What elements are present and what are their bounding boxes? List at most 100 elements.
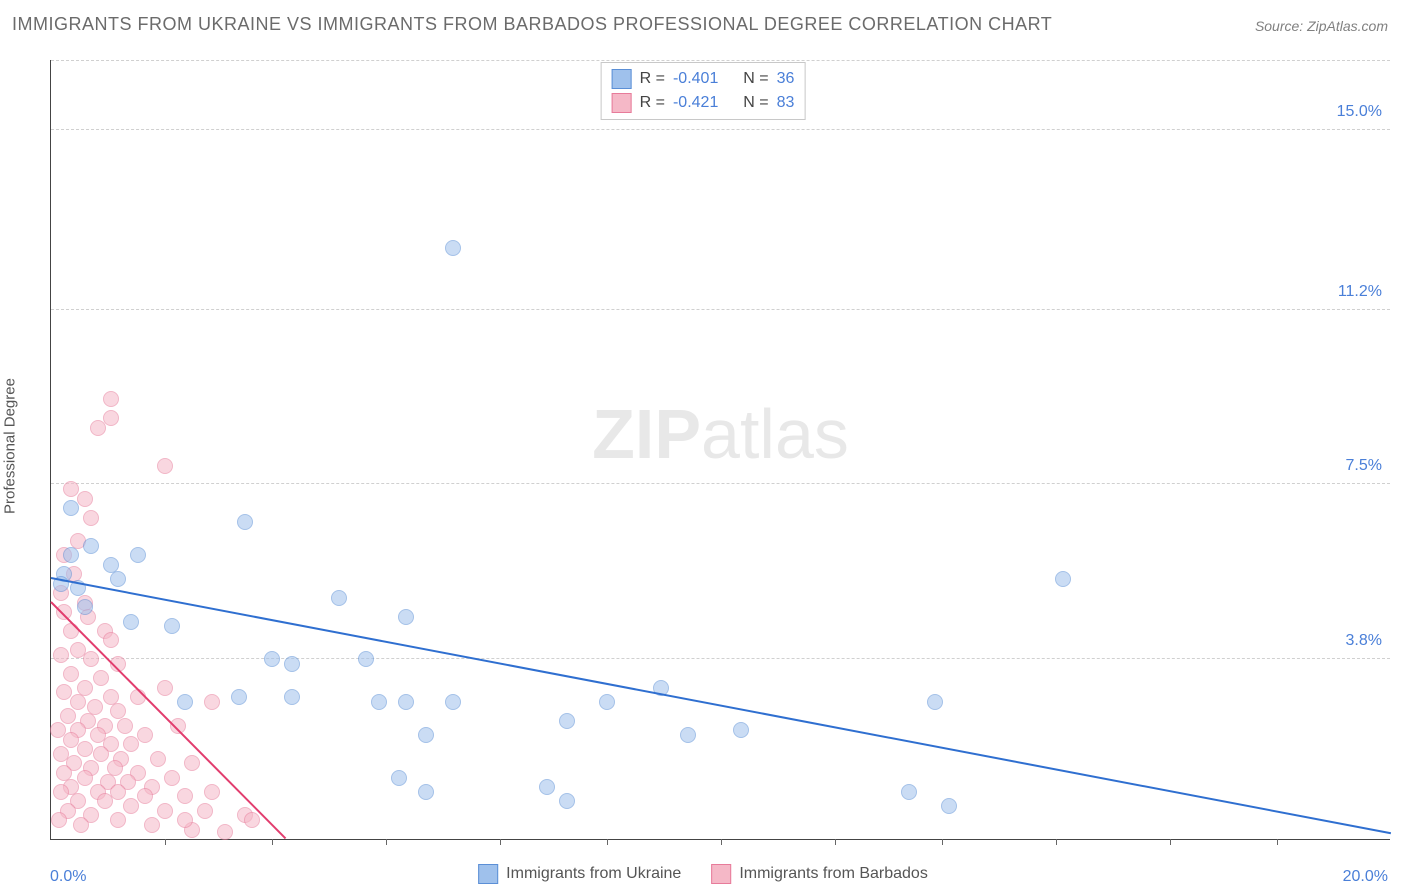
scatter-point-barbados [51, 812, 67, 828]
n-value-barbados: 83 [777, 94, 795, 112]
scatter-point-barbados [103, 632, 119, 648]
y-tick-label: 15.0% [1337, 103, 1382, 121]
scatter-point-barbados [137, 727, 153, 743]
scatter-point-barbados [103, 391, 119, 407]
scatter-point-ukraine [237, 514, 253, 530]
source-credit: Source: ZipAtlas.com [1255, 18, 1388, 34]
watermark-rest: atlas [701, 395, 849, 473]
grid-line [51, 309, 1390, 310]
r-label: R = [640, 70, 665, 88]
x-tick [1277, 839, 1278, 845]
scatter-point-ukraine [358, 651, 374, 667]
x-tick [607, 839, 608, 845]
x-tick [1170, 839, 1171, 845]
scatter-point-barbados [204, 784, 220, 800]
scatter-point-barbados [137, 788, 153, 804]
scatter-point-barbados [60, 708, 76, 724]
scatter-point-ukraine [559, 793, 575, 809]
chart-container: IMMIGRANTS FROM UKRAINE VS IMMIGRANTS FR… [0, 0, 1406, 892]
x-axis-min-label: 0.0% [50, 868, 86, 886]
scatter-point-ukraine [418, 784, 434, 800]
scatter-point-ukraine [927, 694, 943, 710]
r-label: R = [640, 94, 665, 112]
scatter-point-barbados [97, 793, 113, 809]
x-tick [942, 839, 943, 845]
scatter-point-barbados [150, 751, 166, 767]
scatter-point-barbados [157, 458, 173, 474]
scatter-point-barbados [123, 798, 139, 814]
scatter-point-ukraine [599, 694, 615, 710]
scatter-point-ukraine [680, 727, 696, 743]
grid-line [51, 658, 1390, 659]
x-tick [1056, 839, 1057, 845]
scatter-point-barbados [177, 812, 193, 828]
x-tick [165, 839, 166, 845]
scatter-point-barbados [63, 666, 79, 682]
scatter-point-ukraine [130, 547, 146, 563]
x-axis-max-label: 20.0% [1343, 868, 1388, 886]
grid-line [51, 483, 1390, 484]
scatter-point-ukraine [1055, 571, 1071, 587]
n-value-ukraine: 36 [777, 70, 795, 88]
scatter-point-ukraine [264, 651, 280, 667]
scatter-point-ukraine [63, 547, 79, 563]
swatch-barbados [612, 93, 632, 113]
stats-legend-box: R = -0.401 N = 36 R = -0.421 N = 83 [601, 62, 806, 120]
x-tick [721, 839, 722, 845]
n-label: N = [743, 94, 768, 112]
scatter-point-barbados [53, 647, 69, 663]
scatter-point-ukraine [331, 590, 347, 606]
scatter-point-barbados [83, 510, 99, 526]
scatter-point-ukraine [371, 694, 387, 710]
scatter-point-barbados [177, 788, 193, 804]
scatter-point-ukraine [398, 609, 414, 625]
scatter-point-ukraine [284, 689, 300, 705]
bottom-legend: Immigrants from Ukraine Immigrants from … [478, 864, 928, 884]
scatter-point-barbados [70, 694, 86, 710]
r-value-ukraine: -0.401 [673, 70, 718, 88]
y-tick-label: 3.8% [1346, 632, 1382, 650]
scatter-point-ukraine [445, 694, 461, 710]
swatch-barbados [711, 864, 731, 884]
scatter-point-ukraine [110, 571, 126, 587]
scatter-point-ukraine [941, 798, 957, 814]
x-tick [386, 839, 387, 845]
watermark-bold: ZIP [592, 395, 701, 473]
scatter-point-barbados [157, 680, 173, 696]
scatter-point-ukraine [63, 500, 79, 516]
scatter-point-barbados [73, 817, 89, 833]
x-tick [500, 839, 501, 845]
scatter-point-ukraine [391, 770, 407, 786]
scatter-point-barbados [217, 824, 233, 840]
scatter-point-ukraine [901, 784, 917, 800]
legend-item-barbados: Immigrants from Barbados [711, 864, 928, 884]
scatter-point-barbados [184, 755, 200, 771]
scatter-point-barbados [50, 722, 66, 738]
scatter-point-barbados [244, 812, 260, 828]
scatter-point-ukraine [559, 713, 575, 729]
legend-item-ukraine: Immigrants from Ukraine [478, 864, 681, 884]
scatter-point-barbados [204, 694, 220, 710]
scatter-point-barbados [197, 803, 213, 819]
scatter-point-barbados [63, 623, 79, 639]
scatter-point-barbados [117, 718, 133, 734]
scatter-point-barbados [93, 670, 109, 686]
scatter-point-barbados [110, 784, 126, 800]
grid-line [51, 129, 1390, 130]
scatter-point-ukraine [445, 240, 461, 256]
swatch-ukraine [612, 69, 632, 89]
trend-line-ukraine [51, 577, 1391, 834]
stats-row-ukraine: R = -0.401 N = 36 [612, 67, 795, 91]
y-tick-label: 11.2% [1338, 283, 1382, 301]
scatter-point-barbados [77, 741, 93, 757]
swatch-ukraine [478, 864, 498, 884]
scatter-point-barbados [157, 803, 173, 819]
scatter-point-ukraine [164, 618, 180, 634]
plot-area: ZIPatlas 3.8%7.5%11.2%15.0% [50, 60, 1390, 840]
scatter-point-ukraine [539, 779, 555, 795]
scatter-point-barbados [123, 736, 139, 752]
scatter-point-barbados [110, 812, 126, 828]
legend-label-barbados: Immigrants from Barbados [739, 865, 928, 883]
x-tick [835, 839, 836, 845]
scatter-point-barbados [164, 770, 180, 786]
